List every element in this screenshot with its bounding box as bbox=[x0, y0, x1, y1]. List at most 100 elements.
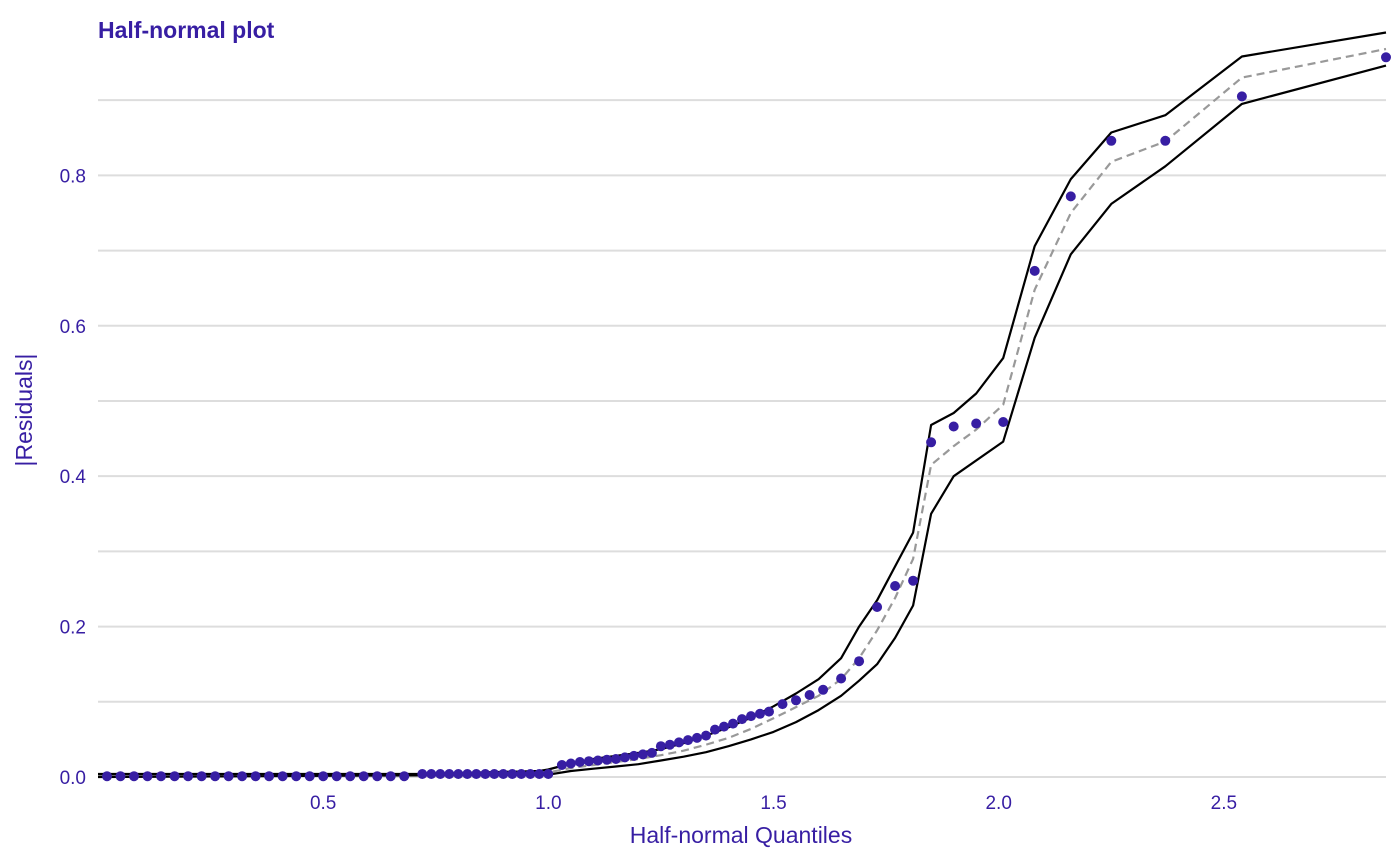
residual-point bbox=[304, 771, 315, 782]
residual-point bbox=[489, 769, 500, 779]
residual-point bbox=[291, 771, 302, 782]
residual-point bbox=[210, 771, 221, 782]
x-axis-title: Half-normal Quantiles bbox=[630, 822, 852, 848]
residual-point bbox=[358, 771, 369, 782]
residual-point bbox=[637, 749, 648, 760]
residual-point bbox=[601, 754, 612, 765]
residual-point bbox=[619, 752, 630, 763]
residual-point bbox=[156, 771, 166, 782]
y-tick-label: 0.8 bbox=[60, 166, 86, 187]
y-axis-ticks: 0.0 0.2 0.4 0.6 0.8 bbox=[60, 166, 87, 789]
residual-point bbox=[664, 739, 675, 750]
lower-envelope-line bbox=[97, 64, 1387, 779]
residual-point bbox=[318, 771, 329, 782]
residual-point bbox=[250, 771, 261, 782]
residual-point bbox=[854, 656, 865, 667]
residual-point bbox=[102, 771, 112, 782]
residual-point bbox=[674, 737, 684, 748]
residual-point bbox=[804, 690, 815, 700]
residual-point bbox=[818, 684, 829, 695]
residual-point bbox=[115, 771, 126, 782]
residual-point bbox=[683, 735, 693, 746]
y-tick-label: 0.4 bbox=[60, 467, 87, 488]
x-tick-label: 2.5 bbox=[1211, 793, 1237, 814]
residual-point bbox=[223, 771, 234, 782]
residual-point bbox=[574, 757, 585, 767]
residual-point bbox=[908, 575, 919, 586]
residual-point bbox=[836, 673, 847, 684]
residual-point bbox=[926, 437, 937, 448]
residual-point bbox=[417, 769, 428, 779]
residual-point bbox=[719, 721, 729, 732]
residual-point bbox=[435, 769, 446, 779]
residual-point bbox=[453, 769, 464, 779]
y-axis-title: |Residuals| bbox=[11, 354, 37, 467]
residual-point bbox=[471, 769, 482, 779]
residual-point bbox=[462, 769, 473, 779]
residual-point bbox=[525, 769, 536, 779]
x-tick-label: 2.0 bbox=[985, 793, 1011, 814]
residual-point bbox=[345, 771, 356, 782]
residual-point bbox=[556, 760, 567, 770]
residual-point bbox=[610, 754, 621, 764]
residual-point bbox=[791, 695, 801, 706]
residual-point bbox=[764, 706, 774, 717]
y-tick-label: 0.2 bbox=[60, 618, 86, 639]
residual-point bbox=[534, 769, 545, 779]
x-tick-label: 0.5 bbox=[310, 793, 336, 814]
residual-point bbox=[1160, 135, 1171, 146]
residual-point bbox=[1106, 135, 1117, 146]
residual-point bbox=[565, 758, 576, 769]
residual-point bbox=[142, 771, 153, 782]
residual-point bbox=[583, 756, 594, 767]
y-tick-label: 0.0 bbox=[60, 768, 86, 789]
residual-point bbox=[498, 769, 509, 779]
residual-point bbox=[507, 769, 518, 779]
residual-point bbox=[737, 714, 747, 725]
residual-point bbox=[592, 755, 603, 766]
residual-point bbox=[516, 769, 527, 779]
chart-title: Half-normal plot bbox=[98, 17, 275, 43]
envelope-lines bbox=[97, 31, 1387, 779]
residual-point bbox=[331, 771, 342, 782]
gridlines bbox=[98, 99, 1386, 778]
residual-point bbox=[1029, 265, 1040, 276]
residual-point bbox=[372, 771, 383, 782]
residual-point bbox=[183, 771, 194, 782]
residual-point bbox=[646, 747, 657, 758]
residual-point bbox=[385, 771, 396, 782]
residual-point bbox=[777, 699, 788, 710]
residual-point bbox=[692, 732, 702, 743]
residual-points bbox=[102, 52, 1391, 782]
residual-point bbox=[701, 730, 711, 741]
x-tick-label: 1.5 bbox=[760, 793, 786, 814]
residual-point bbox=[1381, 52, 1391, 63]
residual-point bbox=[710, 724, 720, 735]
residual-point bbox=[169, 771, 180, 782]
residual-point bbox=[399, 771, 410, 782]
residual-point bbox=[655, 741, 666, 752]
residual-point bbox=[890, 581, 901, 591]
residual-point bbox=[755, 708, 765, 719]
residual-point bbox=[746, 711, 756, 722]
residual-point bbox=[971, 418, 982, 429]
residual-point bbox=[628, 750, 639, 761]
residual-point bbox=[277, 771, 288, 782]
residual-point bbox=[728, 718, 738, 729]
residual-point bbox=[426, 769, 437, 779]
residual-point bbox=[196, 771, 207, 782]
residual-point bbox=[1236, 91, 1247, 102]
residual-point bbox=[948, 421, 959, 432]
x-axis-ticks: 0.5 1.0 1.5 2.0 2.5 bbox=[310, 793, 1237, 814]
median-envelope-line bbox=[98, 47, 1387, 777]
residual-point bbox=[872, 602, 883, 612]
residual-point bbox=[237, 771, 248, 782]
residual-point bbox=[444, 769, 455, 779]
residual-point bbox=[264, 771, 275, 782]
residual-point bbox=[998, 417, 1009, 427]
x-tick-label: 1.0 bbox=[535, 793, 561, 814]
residual-point bbox=[480, 769, 491, 779]
y-tick-label: 0.6 bbox=[60, 317, 86, 338]
residual-point bbox=[1065, 191, 1076, 202]
